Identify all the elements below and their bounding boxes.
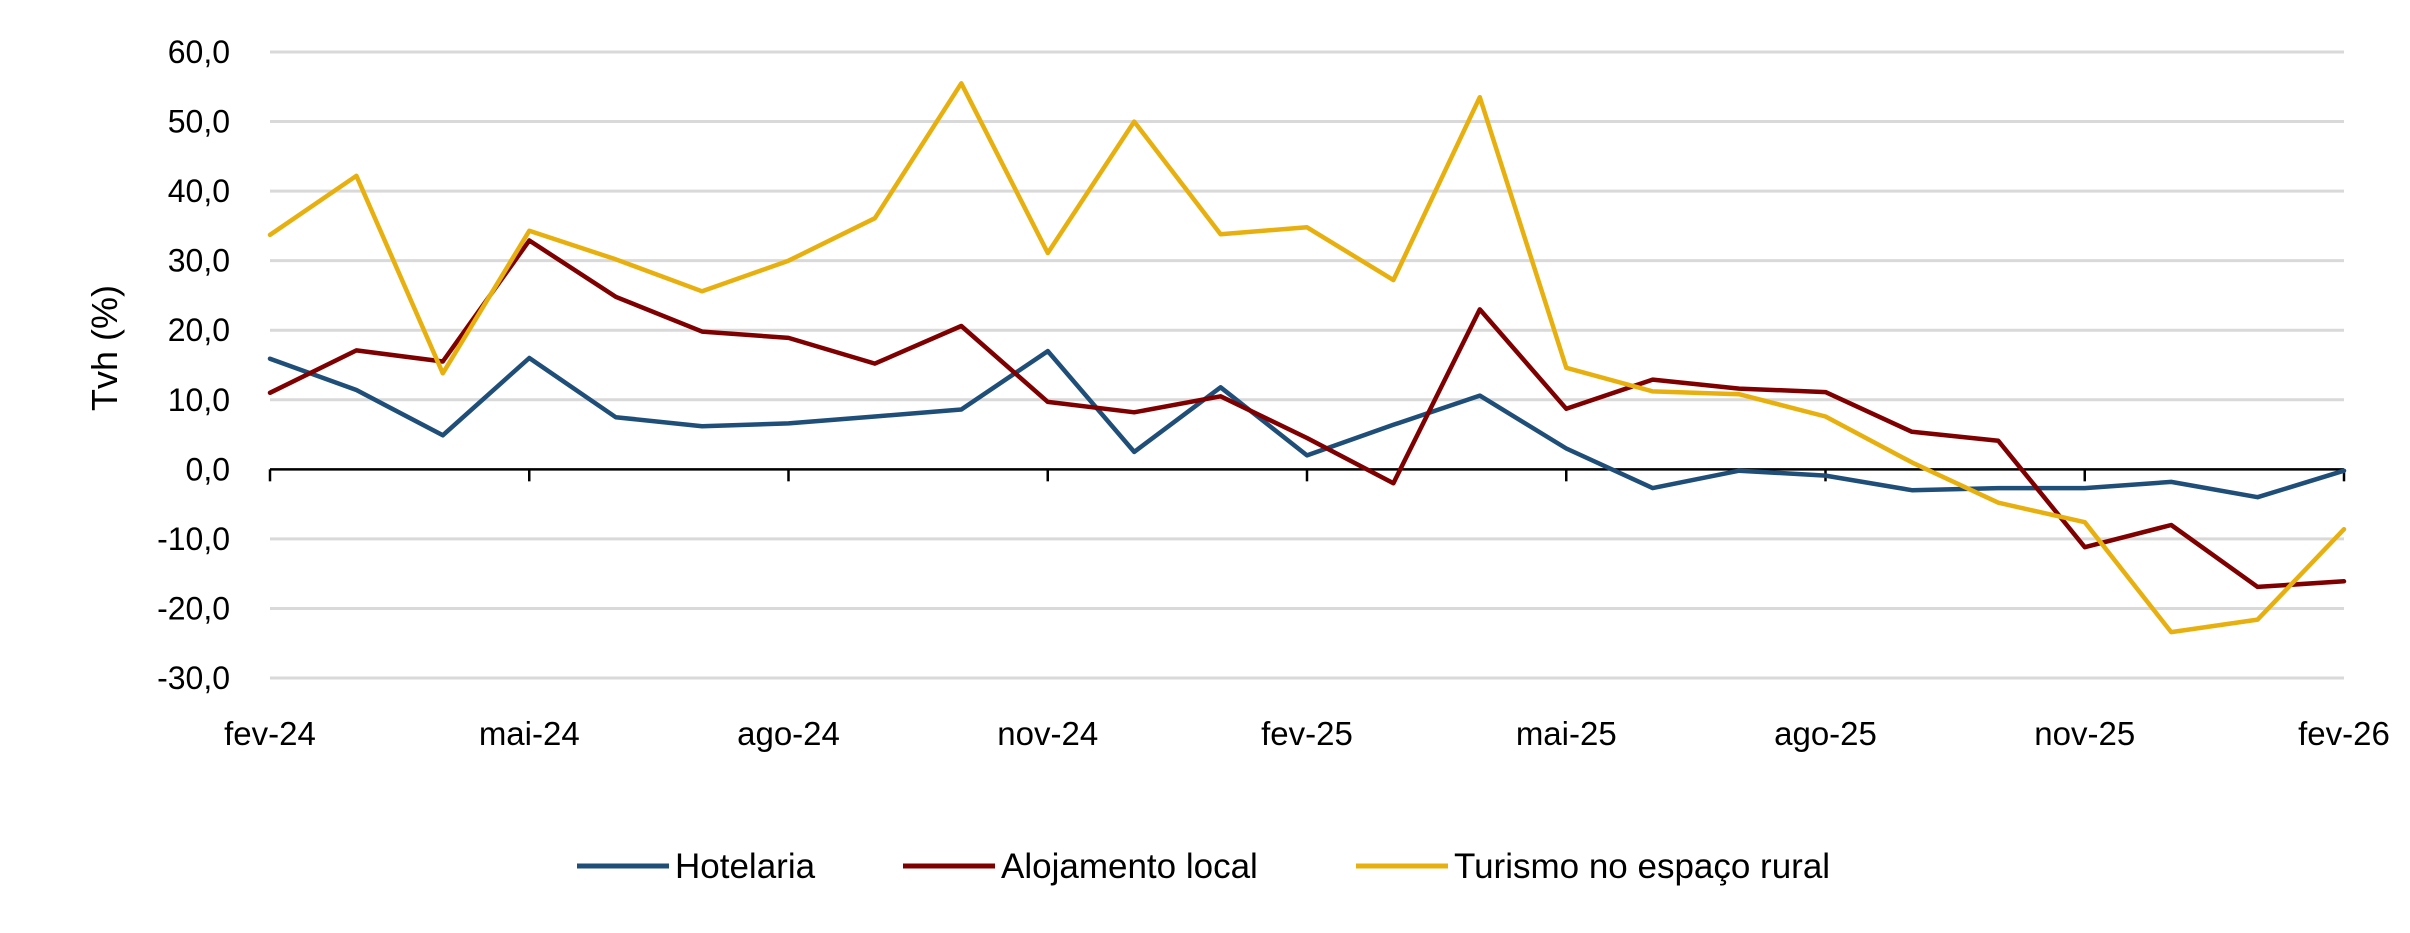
x-tick-label: nov-25 — [2034, 715, 2135, 752]
gridlines — [270, 50, 2344, 680]
x-tick-label: fev-25 — [1261, 715, 1353, 752]
y-axis-label: Tvh (%) — [84, 285, 125, 411]
y-tick-label: 30,0 — [168, 243, 230, 279]
x-tick-labels: fev-24 mai-24 ago-24 nov-24 fev-25 mai-25 ago-… — [224, 715, 2390, 752]
y-tick-label: 10,0 — [168, 382, 230, 418]
x-tick-label: ago-25 — [1774, 715, 1877, 752]
x-tick-label: ago-24 — [737, 715, 840, 752]
y-tick-labels: 60,0 50,0 40,0 30,0 20,0 10,0 0,0 -10,0 -20,0 -30… — [157, 34, 230, 696]
x-axis — [268, 468, 2346, 482]
x-tick-label: mai-25 — [1516, 715, 1617, 752]
y-tick-label: -20,0 — [157, 590, 230, 626]
y-tick-label: -10,0 — [157, 521, 230, 557]
y-tick-label: 0,0 — [186, 451, 230, 487]
series-line-turismo-no-espaco-rural — [267, 81, 2347, 635]
y-tick-label: 60,0 — [168, 34, 230, 70]
x-tick-label: fev-24 — [224, 715, 316, 752]
legend-label-hotelaria: Hotelaria — [675, 847, 816, 886]
series-lines — [267, 81, 2347, 635]
x-tick-label: mai-24 — [479, 715, 580, 752]
legend-label-alojamento-local: Alojamento local — [1001, 847, 1258, 886]
series-line-alojamento-local — [267, 238, 2347, 590]
y-tick-label: 40,0 — [168, 173, 230, 209]
legend: Hotelaria Alojamento local Turismo no espa… — [577, 847, 1830, 886]
series-line-hotelaria — [267, 348, 2347, 500]
x-tick-label: nov-24 — [997, 715, 1098, 752]
legend-label-turismo-no-espaco-rural: Turismo no espaço rural — [1454, 847, 1830, 886]
y-tick-label: -30,0 — [157, 660, 230, 696]
y-tick-label: 50,0 — [168, 104, 230, 140]
x-tick-label: fev-26 — [2298, 715, 2390, 752]
y-tick-label: 20,0 — [168, 312, 230, 348]
